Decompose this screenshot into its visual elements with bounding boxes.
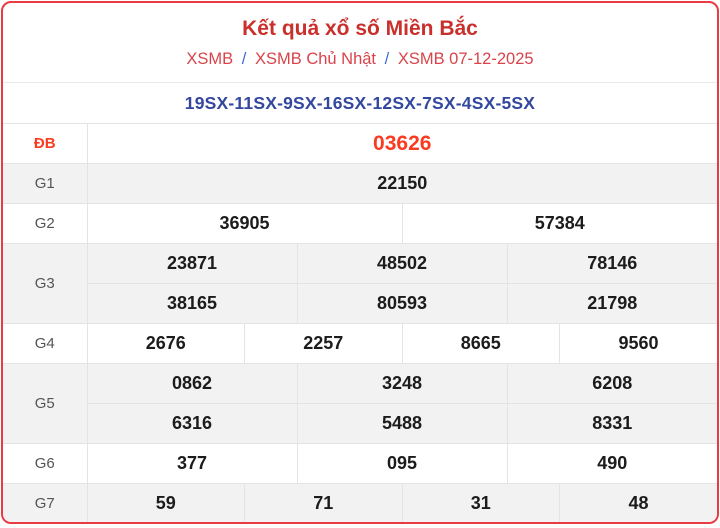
breadcrumb-link-xsmb-chu-nhat[interactable]: XSMB Chủ Nhật <box>254 50 377 68</box>
prize-value: 80593 <box>296 283 508 324</box>
table-row-db: ĐB 03626 <box>3 123 717 164</box>
prize-value: 490 <box>506 443 717 484</box>
prize-value: 57384 <box>401 203 717 244</box>
table-row-g5a: G5 0862 3248 6208 <box>3 363 717 444</box>
prize-label-g5: G5 <box>3 363 88 444</box>
breadcrumb-current-date: XSMB 07-12-2025 <box>397 50 534 68</box>
prize-value: 2257 <box>244 323 403 364</box>
prize-value: 8331 <box>506 403 717 444</box>
result-header: Kết quả xổ số Miền Bắc XSMB / XSMB Chủ N… <box>3 3 717 83</box>
table-row-g6: G6 377 095 490 <box>3 443 717 484</box>
prize-label-db: ĐB <box>3 123 88 164</box>
prize-value: 5488 <box>296 403 508 444</box>
prize-label-g1: G1 <box>3 163 88 204</box>
prize-value: 48502 <box>296 243 508 284</box>
prize-value: 48 <box>559 483 717 522</box>
prize-value: 78146 <box>506 243 717 284</box>
prize-value: 8665 <box>401 323 560 364</box>
prize-value: 0862 <box>86 363 298 404</box>
prize-value: 9560 <box>559 323 717 364</box>
breadcrumb-separator: / <box>384 50 390 68</box>
prize-value: 6316 <box>86 403 298 444</box>
prize-label-g3: G3 <box>3 243 88 324</box>
prize-value: 59 <box>86 483 245 522</box>
prize-value-db: 03626 <box>86 123 717 164</box>
breadcrumb-separator: / <box>241 50 247 68</box>
prize-value: 095 <box>296 443 508 484</box>
table-row-g1: G1 22150 <box>3 163 717 204</box>
prize-value: 3248 <box>296 363 508 404</box>
sx-summary-line: 19SX-11SX-9SX-16SX-12SX-7SX-4SX-5SX <box>3 83 717 124</box>
prize-value: 71 <box>244 483 403 522</box>
table-row-g4: G4 2676 2257 8665 9560 <box>3 323 717 364</box>
prize-value: 6208 <box>506 363 717 404</box>
prize-value: 21798 <box>506 283 717 324</box>
table-row-g3b: 38165 80593 21798 <box>3 283 717 324</box>
prize-label-g2: G2 <box>3 203 88 244</box>
prize-value: 38165 <box>86 283 298 324</box>
prize-label-g4: G4 <box>3 323 88 364</box>
page-title: Kết quả xổ số Miền Bắc <box>242 17 478 40</box>
prize-label-g7: G7 <box>3 483 88 522</box>
prize-value: 31 <box>401 483 560 522</box>
prize-value: 23871 <box>86 243 298 284</box>
table-row-g5b: 6316 5488 8331 <box>3 403 717 444</box>
breadcrumb: XSMB / XSMB Chủ Nhật / XSMB 07-12-2025 <box>3 49 717 69</box>
prize-value: 377 <box>86 443 298 484</box>
prize-label-g6: G6 <box>3 443 88 484</box>
table-row-g7: G7 59 71 31 48 <box>3 483 717 522</box>
prize-value: 36905 <box>86 203 403 244</box>
table-row-g3a: G3 23871 48502 78146 <box>3 243 717 324</box>
breadcrumb-link-xsmb[interactable]: XSMB <box>186 50 234 68</box>
results-table: ĐB 03626 G1 22150 G2 36905 57384 G3 2387… <box>3 123 717 522</box>
prize-value: 2676 <box>86 323 245 364</box>
prize-value: 22150 <box>86 163 717 204</box>
table-row-g2: G2 36905 57384 <box>3 203 717 244</box>
